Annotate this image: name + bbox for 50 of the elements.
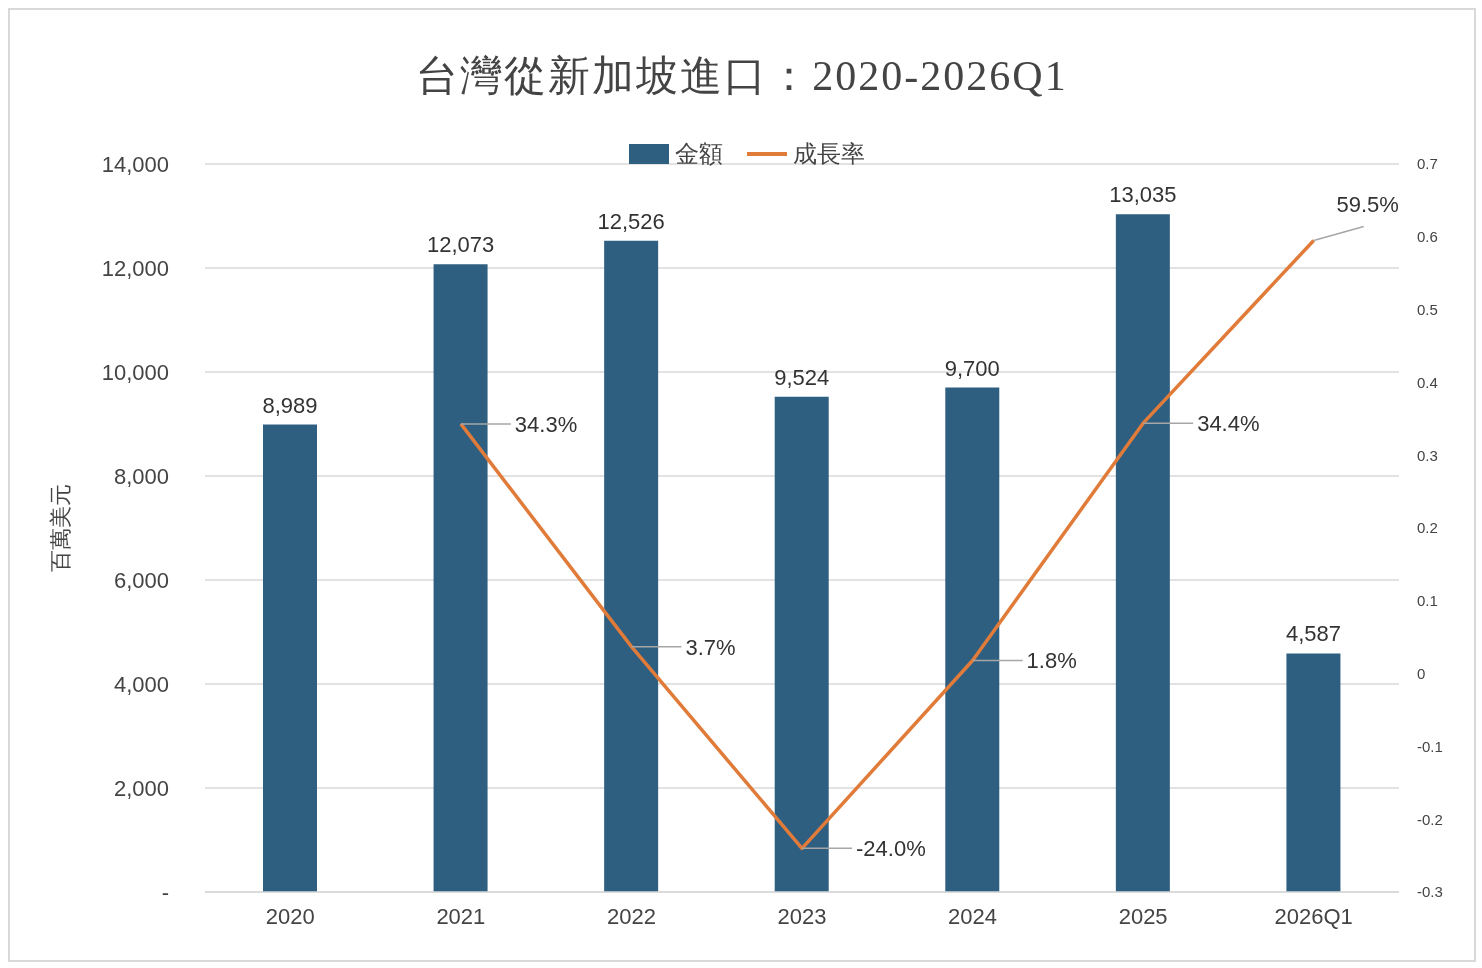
y2-tick-label: 0.4 xyxy=(1417,373,1438,391)
data-label: 34.3% xyxy=(514,411,578,437)
y-axis-title: 百萬美元 xyxy=(47,484,73,572)
y2-tick-label: 0.3 xyxy=(1417,446,1438,464)
data-label: 1.8% xyxy=(1026,648,1077,674)
y2-tick-label: 0 xyxy=(1417,664,1426,682)
x-tick-label: 2023 xyxy=(777,903,827,929)
y2-tick-label: 0.7 xyxy=(1417,155,1438,173)
x-tick-label: 2025 xyxy=(1118,903,1168,929)
chart-title: 台灣從新加坡進口：2020-2026Q1 xyxy=(415,52,1069,101)
y-tick-label: 12,000 xyxy=(101,255,169,281)
y2-tick-label: 0.1 xyxy=(1417,592,1438,610)
data-label: 34.4% xyxy=(1197,411,1260,437)
legend-label: 成長率 xyxy=(793,140,865,169)
data-label: 9,524 xyxy=(774,364,830,390)
data-label: 12,073 xyxy=(426,232,495,258)
bar xyxy=(433,264,488,892)
y-tick-label: - xyxy=(161,879,169,905)
x-tick-label: 2020 xyxy=(265,903,315,929)
data-label: 3.7% xyxy=(685,634,736,660)
bar xyxy=(945,387,1000,892)
bar xyxy=(604,240,659,892)
legend-label: 金額 xyxy=(675,140,723,169)
y-tick-label: 14,000 xyxy=(101,151,169,177)
y2-tick-label: 0.5 xyxy=(1417,300,1438,318)
bar xyxy=(1115,214,1170,892)
data-label: 59.5% xyxy=(1336,192,1399,218)
y-tick-label: 6,000 xyxy=(113,567,169,593)
data-label: 4,587 xyxy=(1285,621,1341,647)
y-tick-label: 8,000 xyxy=(113,463,169,489)
data-label: 8,989 xyxy=(262,392,318,418)
y2-tick-label: -0.2 xyxy=(1417,810,1443,828)
data-label: -24.0% xyxy=(856,836,926,862)
data-label: 9,700 xyxy=(944,355,1000,381)
y2-tick-label: 0.2 xyxy=(1417,519,1438,537)
x-tick-label: 2026Q1 xyxy=(1274,903,1353,929)
bar xyxy=(1286,653,1341,892)
data-label: 13,035 xyxy=(1109,182,1177,208)
data-label: 12,526 xyxy=(597,208,665,234)
bar xyxy=(263,424,317,892)
bar xyxy=(774,396,829,892)
y-tick-label: 2,000 xyxy=(113,775,169,801)
y2-tick-label: -0.1 xyxy=(1417,737,1443,755)
y-tick-label: 10,000 xyxy=(101,359,169,385)
x-tick-label: 2022 xyxy=(606,903,656,929)
x-tick-label: 2021 xyxy=(436,903,486,929)
x-tick-label: 2024 xyxy=(948,903,998,929)
y2-tick-label: -0.3 xyxy=(1417,883,1443,901)
y-tick-label: 4,000 xyxy=(113,671,169,697)
y2-tick-label: 0.6 xyxy=(1417,228,1438,246)
